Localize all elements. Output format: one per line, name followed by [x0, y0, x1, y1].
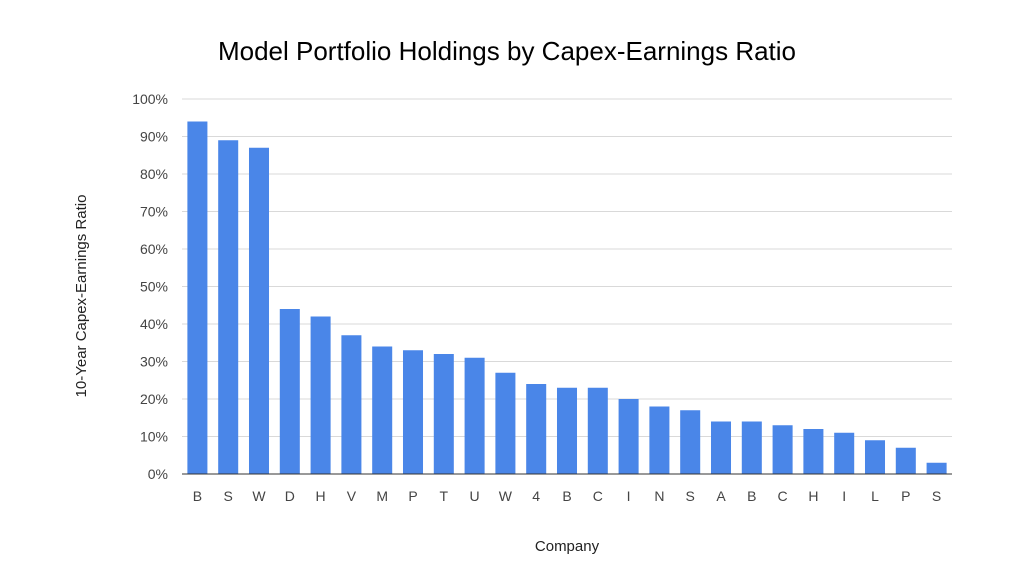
bar	[310, 316, 331, 474]
x-tick-label: H	[316, 488, 326, 504]
x-tick-label: T	[440, 488, 449, 504]
x-tick-label: M	[376, 488, 388, 504]
x-tick-label: H	[808, 488, 818, 504]
bar	[710, 421, 732, 474]
chart-title: Model Portfolio Holdings by Capex-Earnin…	[218, 36, 796, 66]
x-tick-label: C	[593, 488, 603, 504]
x-tick-label: S	[686, 488, 695, 504]
bar	[649, 406, 670, 474]
bar	[464, 357, 485, 474]
bar	[341, 335, 362, 474]
bar	[926, 462, 947, 474]
x-tick-label: W	[252, 488, 266, 504]
gridlines	[182, 98, 952, 437]
x-tick-label: P	[408, 488, 417, 504]
x-tick-label: I	[627, 488, 631, 504]
x-tick-label: A	[716, 488, 726, 504]
x-tick-label: I	[842, 488, 846, 504]
y-tick-label: 30%	[140, 354, 168, 370]
bar	[187, 121, 208, 474]
y-tick-label: 50%	[140, 279, 168, 295]
y-tick-label: 20%	[140, 391, 168, 407]
x-tick-label: W	[499, 488, 513, 504]
y-tick-label: 60%	[140, 241, 168, 257]
bar	[248, 147, 270, 474]
y-tick-label: 80%	[140, 166, 168, 182]
bar	[433, 354, 454, 474]
x-tick-label: B	[562, 488, 571, 504]
x-axis-label: Company	[535, 538, 600, 555]
bar	[741, 421, 762, 474]
bar	[218, 140, 239, 474]
y-tick-label: 40%	[140, 316, 168, 332]
y-tick-label: 90%	[140, 129, 168, 145]
y-axis-ticks: 0% 10% 20% 30% 40% 50% 60% 70% 80% 90% 100%	[132, 91, 168, 482]
bar	[526, 384, 547, 474]
bar	[402, 350, 424, 474]
x-tick-label: D	[285, 488, 295, 504]
bar	[587, 387, 608, 474]
x-tick-label: L	[871, 488, 879, 504]
bar	[895, 447, 916, 474]
bar	[618, 399, 639, 474]
y-tick-label: 0%	[148, 466, 168, 482]
bar	[556, 387, 578, 474]
x-tick-label: N	[654, 488, 664, 504]
bar	[803, 429, 824, 474]
bars	[187, 121, 947, 474]
x-axis-ticks: B S W D H V M P T U W 4 B C I N S A B C H I L P S	[193, 488, 942, 504]
x-tick-label: S	[932, 488, 941, 504]
bar	[772, 425, 793, 474]
bar	[680, 410, 701, 474]
x-tick-label: P	[901, 488, 910, 504]
x-tick-label: V	[347, 488, 357, 504]
x-tick-label: S	[224, 488, 233, 504]
x-tick-label: 4	[532, 488, 540, 504]
y-tick-label: 100%	[132, 91, 168, 107]
bar	[864, 440, 886, 474]
y-tick-label: 70%	[140, 204, 168, 220]
bar	[834, 432, 855, 474]
bar	[279, 309, 300, 474]
bar	[495, 372, 516, 474]
x-tick-label: U	[470, 488, 480, 504]
bar	[372, 346, 393, 474]
x-tick-label: C	[778, 488, 788, 504]
y-tick-label: 10%	[140, 429, 168, 445]
x-tick-label: B	[747, 488, 756, 504]
y-axis-label: 10-Year Capex-Earnings Ratio	[73, 195, 90, 398]
x-tick-label: B	[193, 488, 202, 504]
